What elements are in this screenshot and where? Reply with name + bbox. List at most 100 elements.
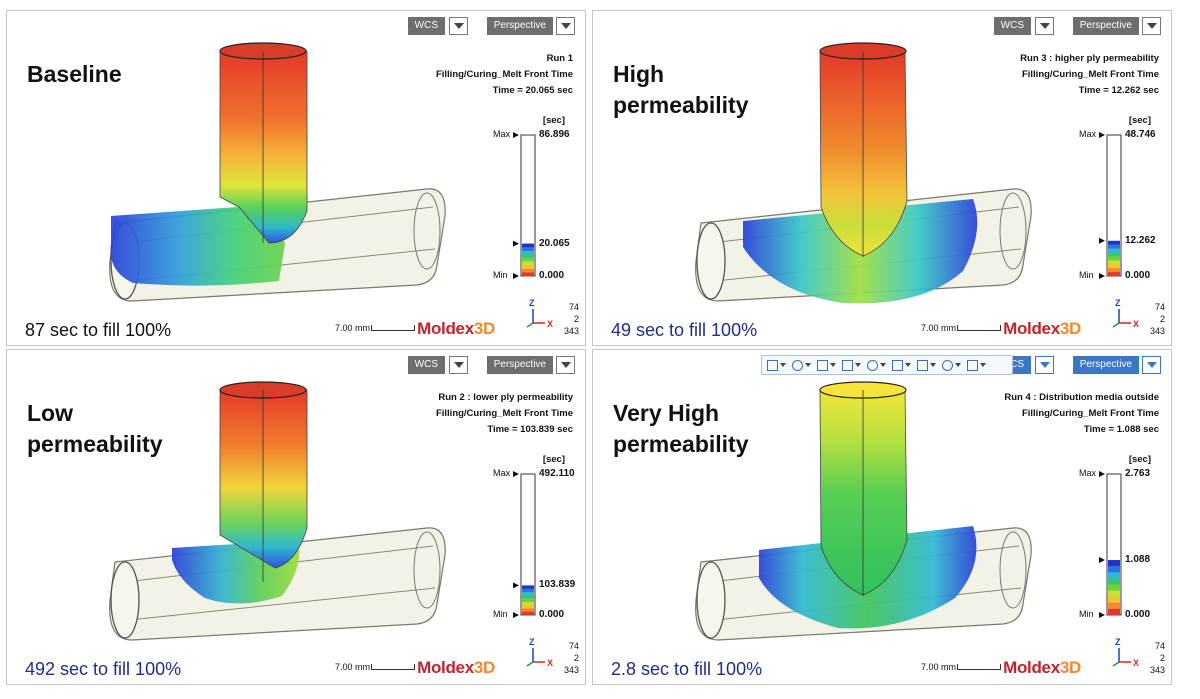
chevron-down-icon[interactable]	[905, 363, 911, 367]
color-legend	[1099, 471, 1122, 618]
coordinate-system-dropdown-icon[interactable]	[1035, 17, 1054, 35]
legend-swatch	[522, 268, 534, 273]
projection-button[interactable]: Perspective	[1072, 17, 1139, 35]
section-icon[interactable]	[892, 359, 903, 371]
current-marker	[1099, 237, 1105, 244]
legend-swatch	[1108, 566, 1120, 573]
axis-z-label: Z	[1115, 298, 1121, 308]
mesh-icon[interactable]	[967, 359, 978, 371]
fit-view-icon[interactable]	[767, 359, 778, 371]
viewport-high-permeability[interactable]: High permeability 49 sec to fill 100% Run …	[592, 10, 1172, 346]
min-marker	[1099, 612, 1105, 618]
chevron-down-icon[interactable]	[955, 363, 961, 367]
scenario-title: Very High permeability	[613, 400, 749, 457]
count-value: 343	[1149, 665, 1165, 675]
current-marker	[1099, 557, 1105, 564]
legend-swatch	[1108, 240, 1120, 245]
legend-swatch	[522, 272, 534, 277]
legend-swatch	[1108, 272, 1120, 277]
projection-dropdown-icon[interactable]	[556, 356, 575, 374]
projection-dropdown-icon[interactable]	[556, 17, 575, 35]
chevron-down-icon[interactable]	[805, 363, 811, 367]
axis-triad-icon: ZX	[1112, 637, 1139, 668]
chevron-down-icon[interactable]	[980, 363, 986, 367]
legend-swatch	[1108, 590, 1120, 597]
legend-swatch	[1108, 260, 1120, 265]
projection-button[interactable]: Perspective	[486, 356, 553, 374]
moldex3d-logo: Moldex3D	[1003, 319, 1081, 339]
axis-z-label: Z	[1115, 637, 1121, 647]
chevron-down-icon[interactable]	[780, 363, 786, 367]
legend-swatch	[522, 254, 534, 259]
projection-button[interactable]: Perspective	[486, 17, 553, 35]
viewport-baseline[interactable]: Baseline 87 sec to fill 100% Run 1 Filling/…	[6, 10, 586, 346]
fill-time-note: 492 sec to fill 100%	[25, 659, 182, 679]
max-marker	[513, 132, 519, 138]
count-value: 74	[568, 641, 579, 651]
legend-swatch	[522, 605, 534, 609]
pipe-left-opening	[696, 561, 726, 639]
zoom-icon[interactable]	[817, 359, 828, 371]
chevron-down-icon[interactable]	[930, 363, 936, 367]
axis-x-label: X	[547, 658, 553, 668]
chevron-down-icon[interactable]	[830, 363, 836, 367]
coordinate-system-dropdown-icon[interactable]	[449, 17, 468, 35]
pipe-right-opening	[413, 192, 441, 270]
projection-button[interactable]: Perspective	[1072, 356, 1139, 374]
fill-time-note: 87 sec to fill 100%	[25, 320, 172, 340]
pipe-right-opening	[999, 531, 1027, 609]
scenario-title: Baseline	[27, 61, 122, 87]
result-run: Run 3 : higher ply permeability	[1020, 53, 1159, 64]
coordinate-system-button[interactable]: WCS	[407, 17, 445, 35]
axis-x-label: X	[1133, 658, 1139, 668]
min-marker	[513, 612, 519, 618]
count-value: 2	[573, 314, 579, 324]
moldex3d-logo: Moldex3D	[1003, 658, 1081, 678]
projection-dropdown-icon[interactable]	[1142, 356, 1161, 374]
legend-swatch	[1108, 584, 1120, 591]
display-mode-icon[interactable]	[917, 359, 928, 371]
vertical-pipe	[219, 50, 308, 244]
coordinate-system-button[interactable]: WCS	[993, 17, 1031, 35]
visibility-icon[interactable]	[942, 359, 953, 371]
result-info: Run 1 Filling/Curing_Melt Front Time Time …	[436, 51, 573, 99]
legend-max-value: 492.110	[539, 468, 575, 479]
axis-z-label: Z	[529, 637, 535, 647]
scale-label: 7.00 mm	[920, 323, 956, 333]
chevron-down-icon[interactable]	[880, 363, 886, 367]
max-marker	[1099, 132, 1105, 138]
projection-dropdown-icon[interactable]	[1142, 17, 1161, 35]
scale-bar	[957, 664, 1001, 670]
viewport-very-high-permeability[interactable]: Very High permeability 2.8 sec to fill 10…	[592, 349, 1172, 685]
tee-pipe-model	[109, 42, 446, 302]
tee-pipe-model	[695, 42, 1032, 304]
result-info: Run 3 : higher ply permeability Filling/C…	[1020, 51, 1159, 99]
pipe-left-opening	[696, 222, 726, 300]
legend-swatch	[1108, 572, 1120, 579]
result-info: Run 4 : Distribution media outside Fillin…	[1004, 390, 1159, 438]
legend-swatch	[522, 265, 534, 270]
moldex3d-logo: Moldex3D	[417, 658, 495, 678]
pan-icon[interactable]	[792, 359, 803, 371]
coordinate-system-button[interactable]: WCS	[407, 356, 445, 374]
result-time: Time = 20.065 sec	[492, 85, 573, 96]
result-run: Run 4 : Distribution media outside	[1004, 392, 1159, 403]
result-result: Filling/Curing_Melt Front Time	[435, 408, 573, 419]
legend-unit: [sec]	[1128, 115, 1151, 126]
coordinate-system-dropdown-icon[interactable]	[449, 356, 468, 374]
chevron-down-icon[interactable]	[855, 363, 861, 367]
coordinate-system-dropdown-icon[interactable]	[1035, 356, 1054, 374]
count-value: 343	[563, 665, 579, 675]
scale-bar	[371, 325, 415, 331]
scale-label: 7.00 mm	[920, 662, 956, 672]
count-value: 2	[573, 653, 579, 663]
fill-time-note: 49 sec to fill 100%	[611, 320, 758, 340]
cube-view-icon[interactable]	[867, 359, 878, 371]
legend-min-label: Min	[493, 609, 508, 619]
viewport-low-permeability[interactable]: Low permeability 492 sec to fill 100% Run …	[6, 349, 586, 685]
logo-3d-text: 3D	[1059, 319, 1081, 338]
legend-swatch	[522, 257, 534, 262]
view-layout-icon[interactable]	[842, 359, 853, 371]
count-value: 74	[1154, 302, 1165, 312]
logo-text: Moldex	[1003, 658, 1060, 677]
